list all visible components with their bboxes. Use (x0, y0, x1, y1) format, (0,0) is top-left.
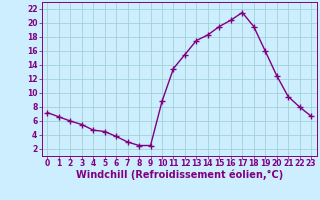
X-axis label: Windchill (Refroidissement éolien,°C): Windchill (Refroidissement éolien,°C) (76, 169, 283, 180)
